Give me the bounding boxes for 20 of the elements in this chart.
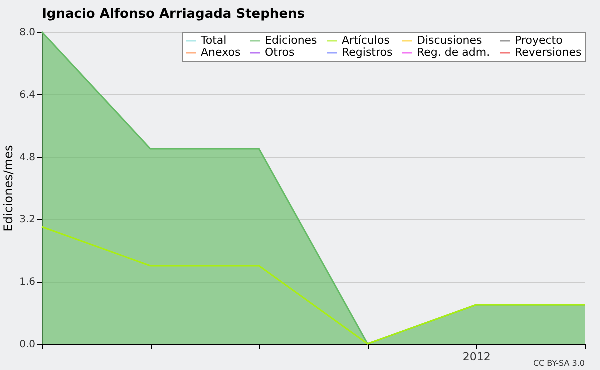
y-tick-label: 3.2: [20, 214, 36, 226]
y-tick-label: 0.0: [20, 340, 36, 350]
legend-label: Discusiones: [417, 34, 483, 47]
legend-label: Reversiones: [515, 46, 582, 59]
y-tick-label: 6.4: [20, 90, 36, 101]
legend-label: Ediciones: [265, 34, 318, 47]
legend-label: Artículos: [342, 34, 390, 47]
text: CC BY-SA 3.0: [533, 359, 585, 368]
legend-label: Registros: [342, 46, 394, 59]
y-axis-title: Ediciones/mes: [2, 145, 16, 232]
y-tick-label: 1.6: [20, 277, 36, 288]
chart-title: Ignacio Alfonso Arriagada Stephens: [42, 7, 306, 22]
legend-label: Anexos: [201, 46, 241, 59]
legend-label: Total: [200, 34, 227, 47]
y-tick-label: 8.0: [20, 28, 36, 38]
y-tick-label: 4.8: [20, 152, 36, 164]
legend-label: Reg. de adm.: [417, 46, 490, 59]
legend-label: Proyecto: [515, 34, 564, 47]
x-tick-label: 2012: [462, 350, 491, 364]
legend-label: Otros: [265, 46, 295, 59]
